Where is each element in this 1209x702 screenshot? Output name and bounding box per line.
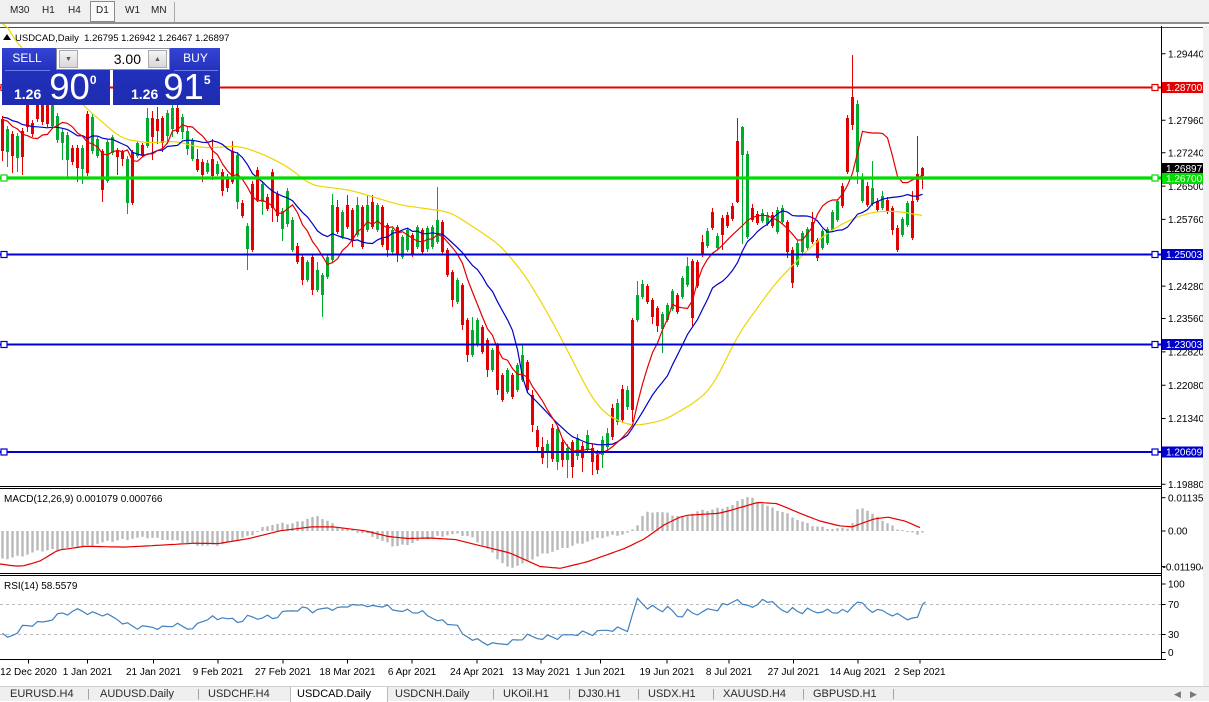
svg-text:27 Jul 2021: 27 Jul 2021 <box>768 667 820 678</box>
svg-text:1.21340: 1.21340 <box>1168 414 1205 425</box>
svg-text:1.22820: 1.22820 <box>1168 348 1205 359</box>
svg-text:1.26897: 1.26897 <box>1166 164 1203 175</box>
svg-text:100: 100 <box>1168 580 1185 591</box>
svg-text:24 Apr 2021: 24 Apr 2021 <box>450 667 504 678</box>
svg-text:13 May 2021: 13 May 2021 <box>512 667 570 678</box>
svg-text:1.19880: 1.19880 <box>1168 480 1205 491</box>
svg-text:18 Mar 2021: 18 Mar 2021 <box>319 667 376 678</box>
svg-text:9 Feb 2021: 9 Feb 2021 <box>193 667 244 678</box>
svg-text:1.24280: 1.24280 <box>1168 282 1205 293</box>
svg-text:12 Dec 2020: 12 Dec 2020 <box>0 667 57 678</box>
svg-text:30: 30 <box>1168 630 1180 641</box>
svg-text:1.26700: 1.26700 <box>1166 174 1203 185</box>
svg-text:0: 0 <box>1168 648 1174 659</box>
svg-text:1.26500: 1.26500 <box>1168 182 1205 193</box>
svg-text:MACD(12,26,9) 0.001079 0.00076: MACD(12,26,9) 0.001079 0.000766 <box>4 494 163 505</box>
svg-text:21 Jan 2021: 21 Jan 2021 <box>126 667 181 678</box>
svg-text:1.27960: 1.27960 <box>1168 116 1205 127</box>
svg-text:1.25760: 1.25760 <box>1168 215 1205 226</box>
svg-text:1.29440: 1.29440 <box>1168 49 1205 60</box>
svg-text:19 Jun 2021: 19 Jun 2021 <box>639 667 694 678</box>
svg-text:-0.011904: -0.011904 <box>1163 562 1208 573</box>
svg-text:1 Jun 2021: 1 Jun 2021 <box>576 667 626 678</box>
svg-text:RSI(14) 58.5579: RSI(14) 58.5579 <box>4 581 78 592</box>
svg-text:8 Jul 2021: 8 Jul 2021 <box>706 667 753 678</box>
svg-text:27 Feb 2021: 27 Feb 2021 <box>255 667 312 678</box>
svg-text:6 Apr 2021: 6 Apr 2021 <box>388 667 437 678</box>
svg-text:0.00: 0.00 <box>1168 527 1188 538</box>
svg-text:14 Aug 2021: 14 Aug 2021 <box>830 667 887 678</box>
svg-text:1.23003: 1.23003 <box>1166 340 1203 351</box>
svg-text:1.28700: 1.28700 <box>1166 83 1203 94</box>
svg-text:70: 70 <box>1168 600 1180 611</box>
svg-text:1 Jan 2021: 1 Jan 2021 <box>63 667 113 678</box>
svg-text:1.25003: 1.25003 <box>1166 250 1203 261</box>
svg-text:1.20609: 1.20609 <box>1166 448 1203 459</box>
svg-text:2 Sep 2021: 2 Sep 2021 <box>894 667 946 678</box>
svg-text:1.27240: 1.27240 <box>1168 149 1205 160</box>
svg-text:1.23560: 1.23560 <box>1168 314 1205 325</box>
svg-text:1.22080: 1.22080 <box>1168 381 1205 392</box>
svg-text:0.01135: 0.01135 <box>1168 493 1204 504</box>
